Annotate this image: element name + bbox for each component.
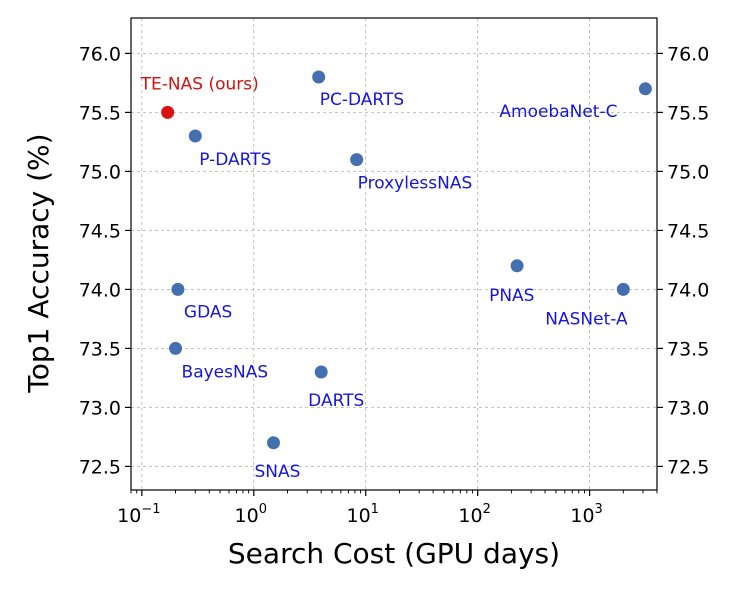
x-tick-label: 103	[570, 502, 602, 527]
x-tick-label: 10−1	[117, 502, 160, 527]
point-label: GDAS	[184, 302, 232, 322]
y-tick-label-right: 73.5	[667, 338, 709, 360]
y-tick-label-right: 72.5	[667, 456, 709, 478]
axis-ticks: 72.5 72.5 73.0 73.0 73.5 73.5 74.0 74.0 74.5 74.5…	[79, 43, 710, 527]
data-point-snas	[266, 436, 280, 450]
y-tick-label-right: 75.0	[667, 161, 709, 183]
plot-frame	[130, 17, 658, 491]
point-label: PC-DARTS	[320, 90, 404, 110]
data-point-bayesnas	[169, 341, 183, 355]
y-tick-label-left: 72.5	[79, 456, 121, 478]
y-tick-label-left: 75.0	[79, 161, 121, 183]
y-tick-label-left: 73.0	[79, 397, 121, 419]
y-tick-label-right: 73.0	[667, 397, 709, 419]
data-point-amoebanet-c	[638, 82, 652, 96]
data-point-proxylessnas	[350, 153, 364, 167]
y-axis-title: Top1 Accuracy (%)	[22, 133, 55, 393]
y-tick-label-right: 74.0	[667, 279, 709, 301]
data-point-pnas	[510, 259, 524, 273]
data-point-gdas	[171, 282, 185, 296]
x-tick-label: 100	[235, 502, 267, 527]
data-point-te-nas-ours	[161, 105, 175, 119]
y-tick-label-right: 74.5	[667, 220, 709, 242]
point-labels: TE-NAS (ours) PC-DARTS AmoebaNet-C P-DARTS P…	[140, 74, 628, 481]
y-tick-label-left: 73.5	[79, 338, 121, 360]
data-point-pc-darts	[312, 70, 326, 84]
point-label: NASNet-A	[545, 309, 628, 329]
data-point-darts	[314, 365, 328, 379]
point-label: TE-NAS (ours)	[140, 74, 259, 94]
x-axis-title: Search Cost (GPU days)	[228, 537, 560, 570]
data-point-p-darts	[188, 129, 202, 143]
y-tick-label-left: 74.5	[79, 220, 121, 242]
y-tick-label-left: 74.0	[79, 279, 121, 301]
point-label: SNAS	[254, 462, 300, 482]
data-point-nasnet-a	[616, 282, 630, 296]
point-label: P-DARTS	[199, 150, 271, 170]
y-tick-label-left: 75.5	[79, 102, 121, 124]
point-label: PNAS	[489, 286, 534, 306]
x-tick-label: 102	[458, 502, 490, 527]
y-tick-label-left: 76.0	[79, 43, 121, 65]
point-label: ProxylessNAS	[358, 174, 473, 194]
axes-frame	[130, 17, 658, 491]
x-tick-label: 101	[346, 502, 378, 527]
point-label: DARTS	[308, 391, 364, 411]
data-points	[161, 70, 652, 450]
y-tick-label-right: 75.5	[667, 102, 709, 124]
point-label: BayesNAS	[182, 362, 269, 382]
y-tick-label-right: 76.0	[667, 43, 709, 65]
point-label: AmoebaNet-C	[499, 102, 617, 122]
grid	[131, 18, 657, 490]
